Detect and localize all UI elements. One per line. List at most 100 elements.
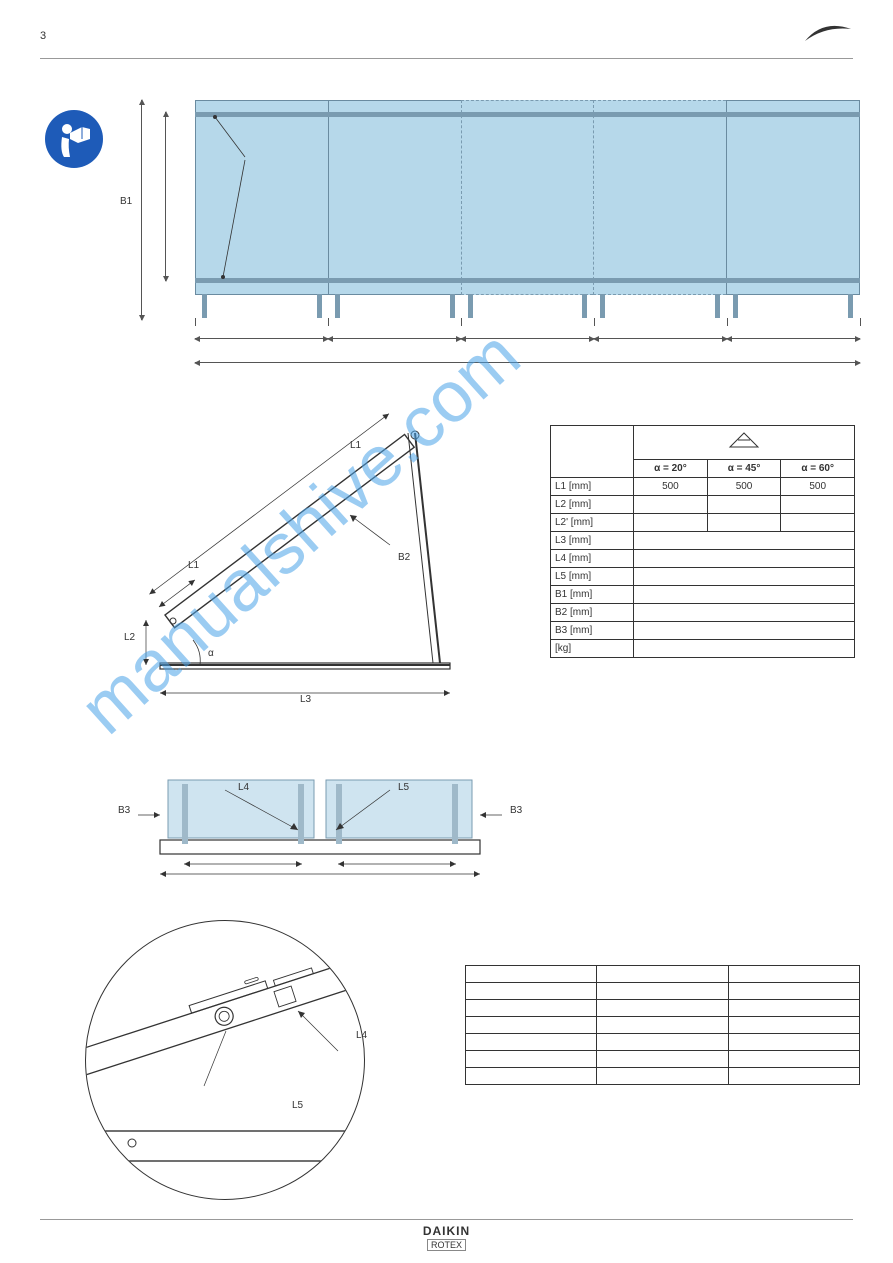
cell	[728, 983, 859, 1000]
cell	[634, 640, 855, 658]
panel-4	[593, 100, 726, 295]
label-L3: L3	[300, 694, 311, 705]
cell	[781, 496, 855, 514]
cell	[634, 496, 708, 514]
page-footer: DAIKIN ROTEX	[40, 1219, 853, 1251]
header-page-number: 3	[40, 30, 46, 42]
label-L1b: L1	[188, 560, 199, 571]
label-B3b: B3	[510, 805, 522, 816]
cell	[728, 966, 859, 983]
page-header: 3	[40, 20, 853, 59]
parts-table	[465, 965, 860, 1085]
cell	[466, 1017, 597, 1034]
cell	[634, 514, 708, 532]
dim-w5	[727, 338, 860, 339]
row-key: L4 [mm]	[551, 550, 634, 568]
cell	[634, 568, 855, 586]
dim-w-total	[195, 362, 860, 363]
label-detail-L4: L4	[356, 1030, 367, 1041]
dimension-table: α = 20° α = 45° α = 60° L1 [mm] 500 500 …	[550, 425, 855, 658]
hdr-a20: α = 20°	[634, 460, 708, 478]
read-manual-icon	[45, 110, 103, 168]
table-row: L2' [mm]	[551, 514, 855, 532]
cell	[634, 532, 855, 550]
footer-brand: DAIKIN	[40, 1224, 853, 1238]
dim-w2	[328, 338, 461, 339]
bottom-rail	[195, 278, 860, 283]
plan-view-diagram	[130, 770, 510, 885]
cell	[728, 1017, 859, 1034]
row-key: B2 [mm]	[551, 604, 634, 622]
cell	[728, 1068, 859, 1085]
cell	[634, 550, 855, 568]
table-row: L4 [mm]	[551, 550, 855, 568]
row-key: L2' [mm]	[551, 514, 634, 532]
row-key: L2 [mm]	[551, 496, 634, 514]
dim-w1	[195, 338, 328, 339]
row-key: L5 [mm]	[551, 568, 634, 586]
cell	[728, 1051, 859, 1068]
dim-w4	[594, 338, 727, 339]
cell	[707, 514, 781, 532]
table-row: B1 [mm]	[551, 586, 855, 604]
cell	[597, 1068, 728, 1085]
cell	[728, 1000, 859, 1017]
cell	[781, 514, 855, 532]
panel-row	[195, 100, 860, 295]
hdr-blank	[551, 426, 634, 478]
table-row: L3 [mm]	[551, 532, 855, 550]
table-row: B3 [mm]	[551, 622, 855, 640]
table-row: [kg]	[551, 640, 855, 658]
cell	[634, 622, 855, 640]
panel-5	[726, 100, 860, 295]
table-row	[466, 1068, 860, 1085]
cell	[466, 1068, 597, 1085]
label-b1: B1	[120, 196, 132, 207]
table-row: L1 [mm] 500 500 500	[551, 478, 855, 496]
cell: 500	[781, 478, 855, 496]
brand-swoosh-icon	[803, 20, 853, 52]
cell	[634, 586, 855, 604]
detail-view	[85, 920, 365, 1200]
top-rail	[195, 112, 860, 117]
table-row: B2 [mm]	[551, 604, 855, 622]
table-row: L5 [mm]	[551, 568, 855, 586]
label-L2: L2	[124, 632, 135, 643]
label-L1: L1	[350, 440, 361, 451]
cell	[597, 1051, 728, 1068]
cell	[466, 983, 597, 1000]
cell	[597, 983, 728, 1000]
row-key: B1 [mm]	[551, 586, 634, 604]
label-alpha: α	[208, 648, 214, 659]
label-L5: L5	[398, 782, 409, 793]
label-B3: B3	[118, 805, 130, 816]
cell	[634, 604, 855, 622]
cell	[728, 1034, 859, 1051]
row-key: B3 [mm]	[551, 622, 634, 640]
table-row	[466, 966, 860, 983]
label-L4: L4	[238, 782, 249, 793]
row-key: L1 [mm]	[551, 478, 634, 496]
dim-b1-outer	[165, 112, 166, 281]
top-panel-diagram	[195, 100, 860, 295]
mount-type-icon	[634, 426, 855, 460]
panel-2	[328, 100, 461, 295]
row-key: L3 [mm]	[551, 532, 634, 550]
footer-sub-brand: ROTEX	[427, 1239, 466, 1251]
table-row: L2 [mm]	[551, 496, 855, 514]
side-view-diagram	[140, 405, 510, 700]
cell: 500	[707, 478, 781, 496]
dim-w3	[461, 338, 594, 339]
cell	[707, 496, 781, 514]
cell	[597, 1017, 728, 1034]
leader-lines	[205, 112, 275, 287]
table-row	[466, 1034, 860, 1051]
cell	[466, 1034, 597, 1051]
table-row	[466, 1000, 860, 1017]
table-row	[466, 983, 860, 1000]
panel-3	[461, 100, 594, 295]
table-row	[466, 1051, 860, 1068]
cell	[466, 1051, 597, 1068]
label-detail-L5: L5	[292, 1100, 303, 1111]
hdr-a60: α = 60°	[781, 460, 855, 478]
